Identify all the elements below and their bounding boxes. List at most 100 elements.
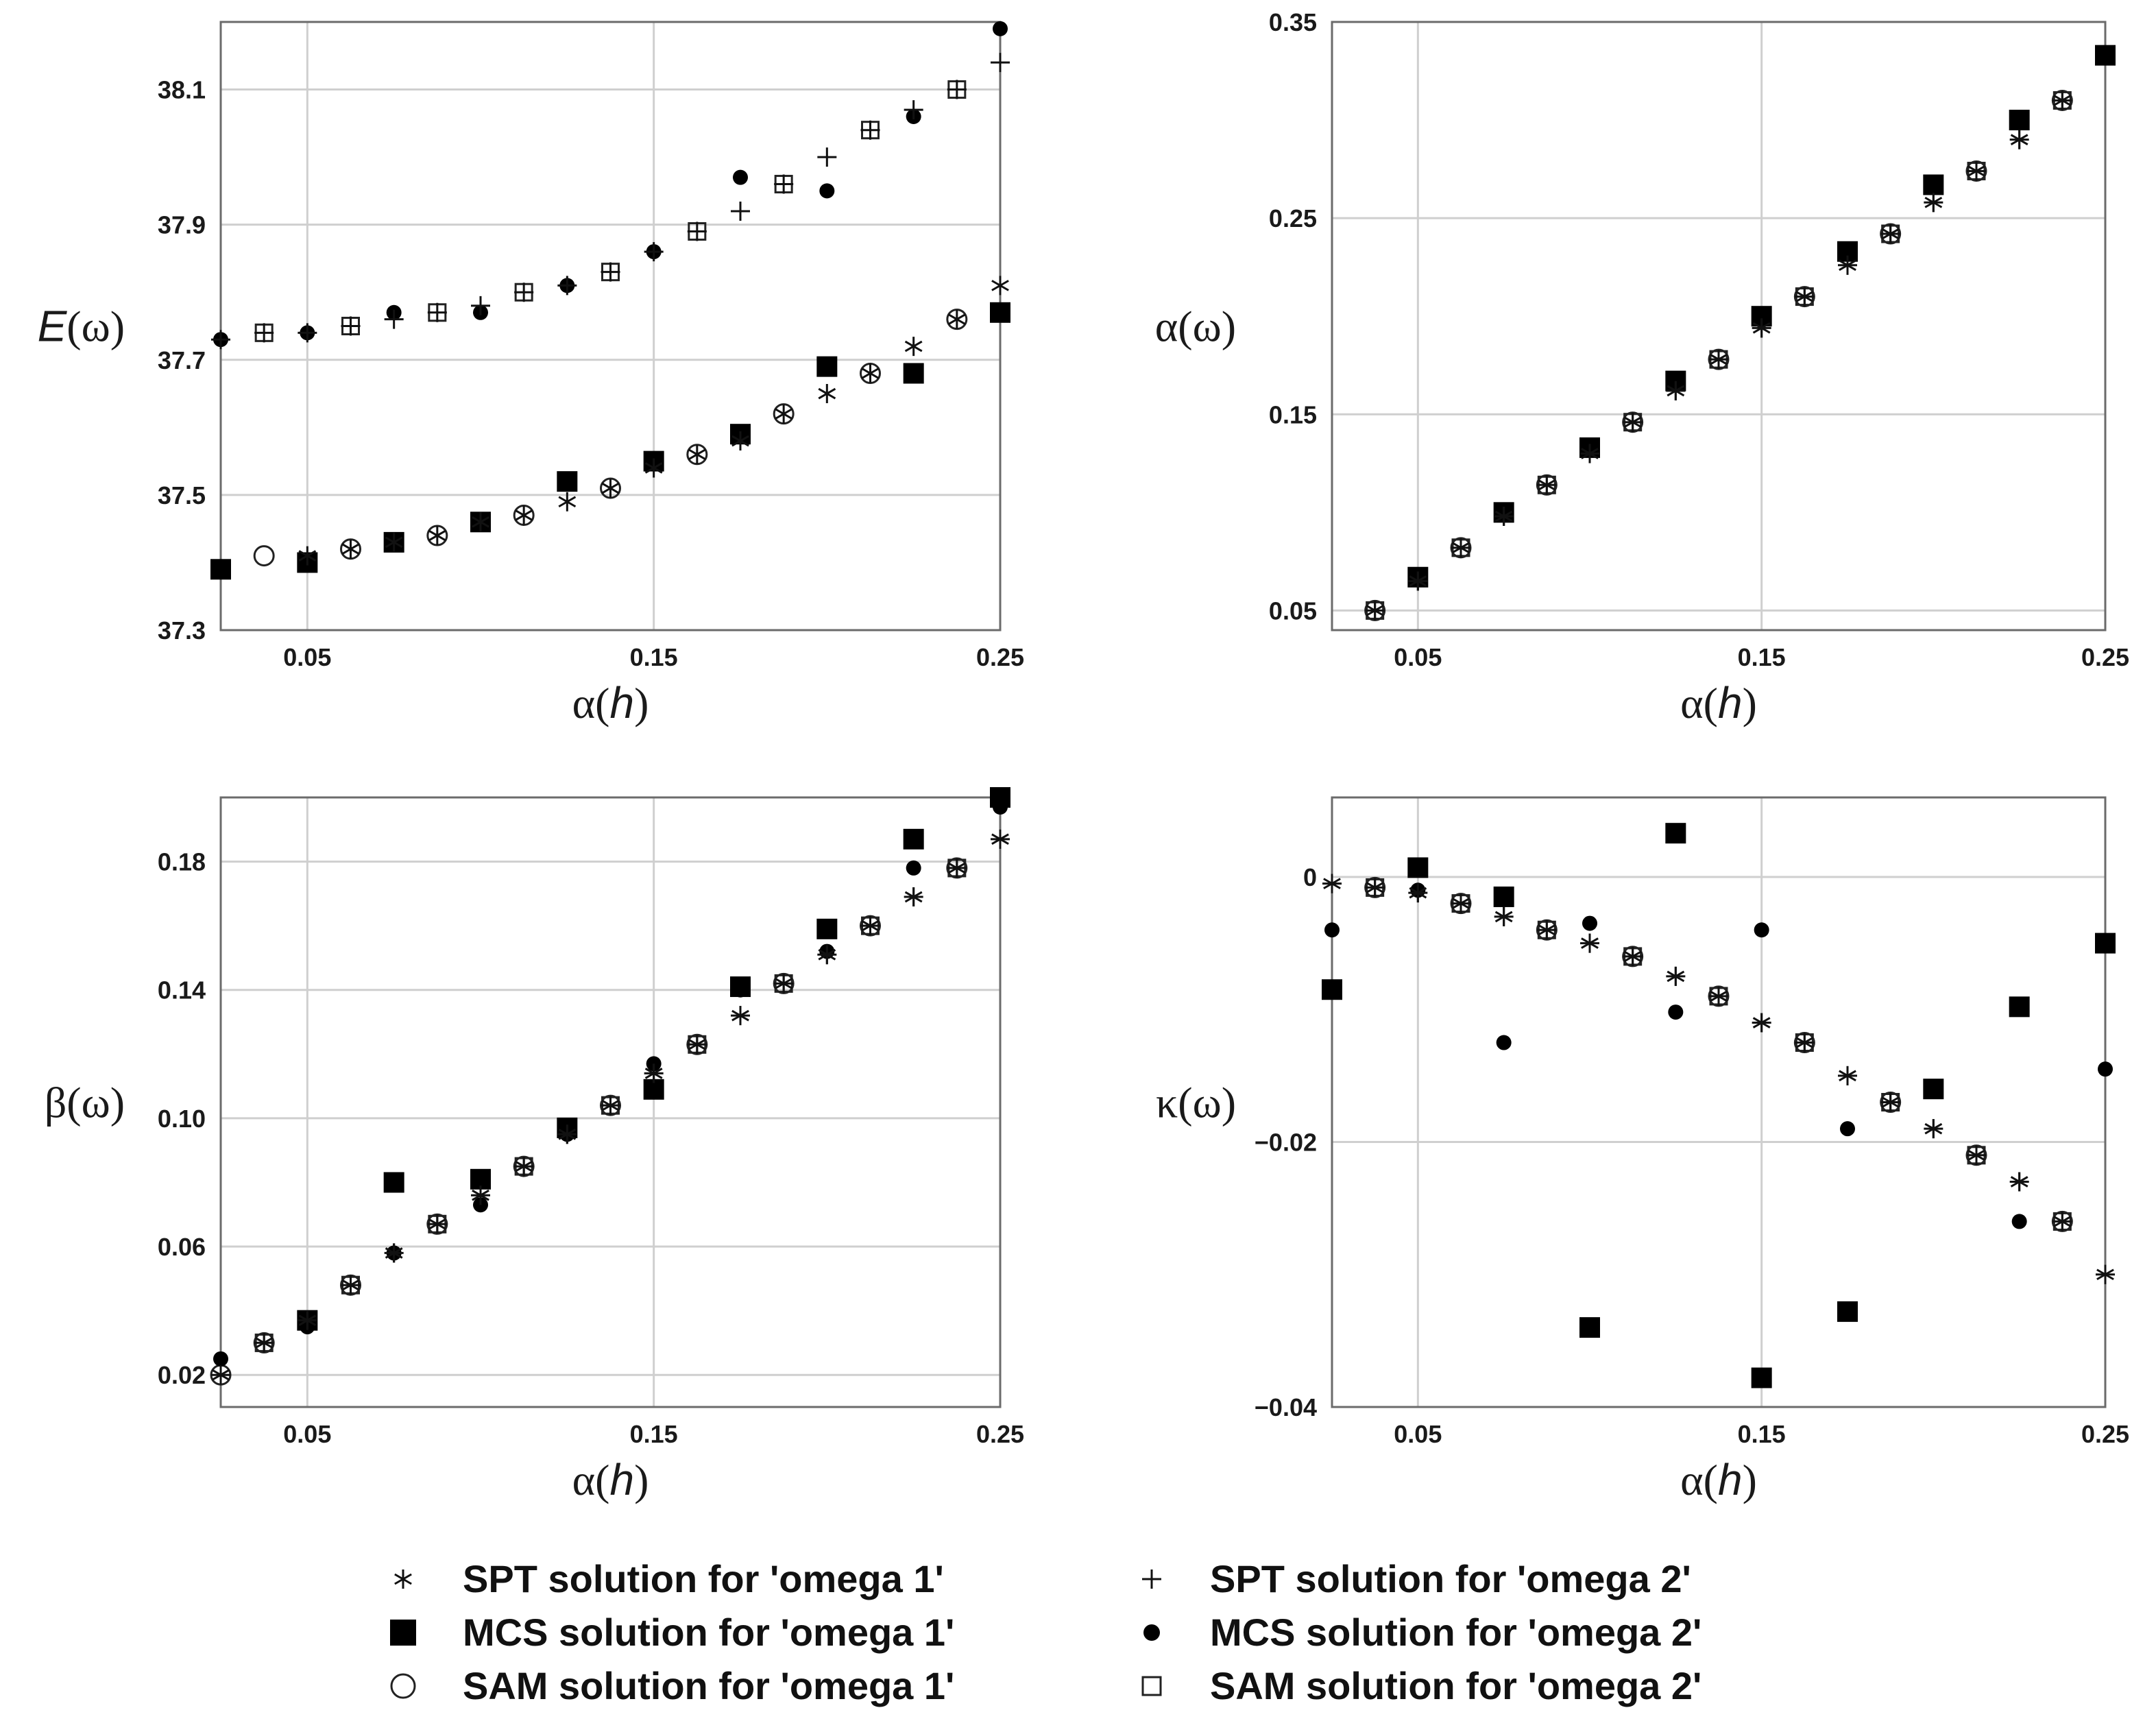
x-axis-label: α(h) <box>572 1455 649 1504</box>
y-tick-label: 0.15 <box>1269 400 1317 429</box>
plus-marker <box>601 1096 620 1116</box>
x-tick-label: 0.05 <box>283 643 331 671</box>
star-marker <box>298 546 317 566</box>
dot-marker <box>1582 915 1597 931</box>
square-marker <box>210 559 231 580</box>
square-marker <box>2009 996 2030 1018</box>
star-marker <box>385 532 403 552</box>
plus-marker <box>1537 475 1557 495</box>
plus-marker <box>1451 538 1470 557</box>
square-marker <box>1493 886 1514 907</box>
star-marker <box>394 1569 412 1589</box>
plus-marker <box>1924 1119 1943 1139</box>
plus-marker <box>904 100 923 120</box>
plus-marker <box>211 330 230 350</box>
series-square <box>210 302 1010 580</box>
plus-marker <box>254 1333 274 1353</box>
series-open-square <box>254 80 967 342</box>
star-marker <box>731 431 749 451</box>
y-tick-label: 38.1 <box>158 76 206 104</box>
plus-marker <box>644 242 664 262</box>
plus-marker <box>557 276 577 296</box>
square-marker <box>903 828 924 850</box>
dot-marker <box>1754 311 1769 326</box>
x-tick-label: 0.15 <box>1738 1420 1786 1448</box>
star-marker <box>601 479 620 498</box>
plus-marker <box>514 282 534 302</box>
square-marker <box>390 1620 416 1646</box>
square-marker <box>383 1172 404 1193</box>
legend-item-sam-omega2: SAM solution for 'omega 2' <box>1141 1664 1701 1707</box>
series-open-square <box>1366 878 2072 1231</box>
dot-marker <box>473 1197 488 1213</box>
plus-marker <box>514 1157 534 1177</box>
dot-marker <box>733 169 748 185</box>
plus-marker <box>947 858 967 878</box>
chart-panels: 0.05 0.15 0.25 37.3 37.5 37.7 37.9 38.1 α(h) E(ω)… <box>38 8 2129 1504</box>
star-marker <box>688 444 706 464</box>
plus-marker <box>860 120 880 140</box>
dot-marker <box>2098 1061 2113 1077</box>
square-marker <box>1751 1367 1772 1388</box>
plus-marker <box>427 1214 447 1234</box>
plus-marker <box>2052 91 2072 110</box>
plus-marker <box>1924 193 1943 213</box>
plus-marker <box>1838 255 1857 275</box>
plot-frame <box>1331 796 2107 1408</box>
plus-marker <box>298 323 317 343</box>
dot-marker <box>1926 179 1941 195</box>
y-tick-label: 37.7 <box>158 346 206 374</box>
y-axis-label: α(ω) <box>1155 302 1236 351</box>
chart-panel-kappa: 0.05 0.15 0.25 0 −0.02 −0.04 α(h) κ(ω) <box>1156 796 2129 1504</box>
plus-marker <box>341 1275 361 1295</box>
filled-dot-marker-icon <box>1143 1624 1160 1641</box>
plus-marker <box>427 302 447 322</box>
x-tick-label: 0.25 <box>2081 643 2129 671</box>
dot-marker <box>2098 49 2113 65</box>
legend-item-spt-omega2: SPT solution for 'omega 2' <box>1142 1557 1691 1600</box>
dot-marker <box>733 982 748 998</box>
dot-marker <box>1926 1081 1941 1097</box>
plus-marker <box>384 309 404 329</box>
chart-panel-alpha: 0.05 0.15 0.25 0.05 0.15 0.25 0.35 α(h) α(ω) <box>1155 8 2129 727</box>
series-dot <box>213 21 1008 348</box>
plus-marker <box>1795 1033 1815 1053</box>
x-tick-label: 0.25 <box>976 643 1024 671</box>
star-marker <box>818 384 836 404</box>
plus-marker <box>1408 883 1428 903</box>
y-tick-label: 37.9 <box>158 211 206 239</box>
plus-marker <box>1142 1569 1161 1589</box>
plus-marker <box>991 829 1010 849</box>
plus-marker <box>1752 1013 1771 1033</box>
star-marker <box>515 505 533 525</box>
open-circle-marker-icon <box>390 1673 416 1699</box>
plus-marker <box>774 174 794 194</box>
series-plus <box>1365 91 2072 621</box>
legend-item-mcs-omega1: MCS solution for 'omega 1' <box>390 1611 954 1654</box>
dot-marker <box>1143 1624 1160 1641</box>
plus-marker <box>1666 381 1686 400</box>
series-plus <box>211 53 1010 350</box>
plus-marker <box>2009 130 2029 149</box>
x-axis-label: α(h) <box>1680 678 1757 727</box>
y-tick-label: 0.02 <box>158 1361 206 1389</box>
legend-item-spt-omega1: SPT solution for 'omega 1' <box>394 1557 944 1600</box>
y-axis-label: κ(ω) <box>1156 1079 1236 1127</box>
plus-marker <box>644 1063 664 1083</box>
plus-marker-icon <box>1142 1569 1161 1589</box>
dot-marker <box>819 183 835 199</box>
plot-frame <box>219 21 1002 632</box>
plus-marker <box>1795 287 1815 306</box>
dot-marker <box>213 1351 228 1367</box>
plus-marker <box>687 221 707 241</box>
dot-marker <box>1324 922 1340 938</box>
star-marker <box>472 512 489 532</box>
square-marker <box>816 918 838 939</box>
series-circle <box>253 309 968 567</box>
plus-marker <box>1537 920 1557 940</box>
plus-marker <box>471 296 490 315</box>
plus-marker <box>1709 350 1728 370</box>
plus-marker <box>557 1124 577 1144</box>
circle-marker <box>253 545 275 567</box>
